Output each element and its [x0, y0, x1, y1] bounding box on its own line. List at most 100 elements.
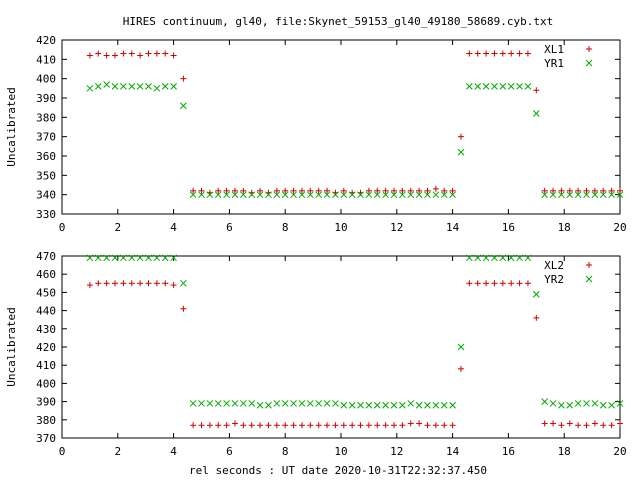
- y-tick-label: 450: [36, 286, 56, 299]
- data-point: [240, 187, 247, 194]
- y-tick-label: 350: [36, 169, 56, 182]
- data-point: [180, 305, 187, 312]
- data-point: [491, 50, 498, 57]
- data-point: [516, 83, 523, 90]
- x-tick-label: 10: [334, 221, 347, 234]
- data-point: [465, 254, 473, 262]
- data-point: [170, 83, 177, 90]
- data-point: [86, 254, 94, 262]
- data-point: [340, 401, 348, 409]
- data-point: [137, 280, 144, 287]
- data-point: [112, 280, 119, 287]
- data-point: [407, 400, 415, 407]
- data-point: [508, 280, 515, 287]
- data-point: [407, 187, 414, 194]
- data-point: [583, 187, 590, 194]
- y-tick-label: 460: [36, 268, 56, 281]
- data-point: [599, 401, 607, 409]
- data-point: [120, 50, 127, 57]
- data-point: [507, 254, 515, 262]
- data-point: [432, 401, 440, 409]
- data-point: [616, 191, 624, 199]
- data-point: [162, 280, 169, 287]
- x-tick-label: 2: [114, 221, 121, 234]
- data-point: [315, 187, 322, 194]
- data-point: [382, 422, 389, 429]
- data-point: [290, 422, 297, 429]
- x-tick-label: 6: [226, 445, 233, 458]
- series-YR1: [86, 81, 624, 199]
- x-tick-label: 12: [390, 221, 403, 234]
- data-point: [265, 422, 272, 429]
- data-point: [600, 187, 607, 194]
- data-point: [416, 420, 423, 427]
- data-point: [357, 401, 364, 409]
- data-point: [449, 422, 456, 429]
- data-point: [256, 191, 264, 199]
- data-point: [457, 343, 465, 351]
- data-point: [399, 191, 406, 199]
- data-point: [591, 191, 599, 199]
- data-point: [382, 401, 389, 409]
- data-point: [617, 420, 623, 427]
- data-point: [103, 254, 110, 262]
- y-tick-label: 380: [36, 414, 56, 427]
- data-point: [449, 187, 456, 194]
- data-point: [248, 191, 256, 199]
- plot-panel-1: 0 2 4 6 8 10 12 14 16 18 20 330 340 350 360 370 380 390 40…: [5, 34, 627, 234]
- data-point: [374, 422, 381, 429]
- data-point: [474, 254, 482, 262]
- data-point: [298, 191, 306, 199]
- data-point: [616, 400, 624, 407]
- data-point: [223, 400, 230, 407]
- x-tick-label: 20: [613, 445, 626, 458]
- data-point: [306, 400, 314, 407]
- y-tick-label: 390: [36, 92, 56, 105]
- data-point: [432, 191, 440, 199]
- data-point: [382, 191, 389, 199]
- data-point: [524, 83, 532, 90]
- x-tick-label: 14: [446, 221, 460, 234]
- data-point: [474, 83, 482, 90]
- data-point: [365, 422, 372, 429]
- data-point: [440, 401, 448, 409]
- data-point: [145, 254, 152, 262]
- data-point: [198, 422, 205, 429]
- data-point: [566, 420, 573, 427]
- data-point: [306, 191, 314, 199]
- data-point: [323, 400, 331, 407]
- data-point: [145, 83, 152, 90]
- data-point: [162, 50, 169, 57]
- data-point: [532, 290, 540, 298]
- data-point: [94, 83, 102, 90]
- series-XL2: [86, 280, 623, 429]
- data-point: [391, 422, 398, 429]
- data-point: [608, 191, 615, 199]
- y-tick-label: 360: [36, 150, 56, 163]
- data-point: [332, 422, 339, 429]
- data-point: [591, 187, 598, 194]
- data-point: [491, 280, 498, 287]
- data-point: [449, 191, 456, 199]
- data-point: [415, 191, 423, 199]
- data-point: [120, 83, 127, 90]
- legend-label: YR2: [544, 273, 564, 286]
- data-point: [290, 400, 297, 407]
- data-point: [231, 187, 238, 194]
- plot-panels: 0 2 4 6 8 10 12 14 16 18 2033034035036037038039040…: [5, 34, 627, 458]
- data-point: [170, 282, 177, 289]
- data-point: [533, 87, 540, 94]
- data-point: [189, 191, 197, 199]
- data-point: [617, 187, 623, 194]
- data-point: [315, 400, 323, 407]
- data-point: [348, 401, 356, 409]
- data-point: [608, 401, 615, 409]
- data-point: [153, 50, 160, 57]
- data-point: [128, 50, 135, 57]
- x-axis-label: rel seconds : UT date 2020-10-31T22:32:3…: [189, 464, 487, 477]
- y-tick-label: 400: [36, 73, 56, 86]
- data-point: [136, 83, 144, 90]
- data-point: [136, 254, 144, 262]
- data-point: [307, 187, 314, 194]
- data-point: [340, 191, 348, 199]
